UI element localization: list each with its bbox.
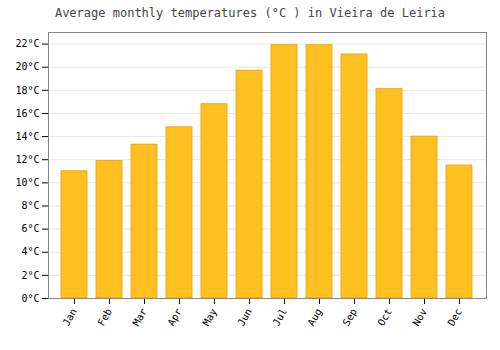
svg-text:Oct: Oct: [375, 307, 394, 328]
svg-text:Apr: Apr: [165, 307, 184, 328]
svg-text:20°C: 20°C: [15, 61, 39, 72]
svg-text:10°C: 10°C: [15, 177, 39, 188]
svg-text:16°C: 16°C: [15, 108, 39, 119]
svg-text:Sep: Sep: [340, 307, 359, 328]
svg-text:14°C: 14°C: [15, 131, 39, 142]
svg-text:4°C: 4°C: [21, 246, 39, 257]
svg-text:Nov: Nov: [410, 307, 429, 328]
svg-text:18°C: 18°C: [15, 85, 39, 96]
svg-text:Feb: Feb: [95, 307, 114, 328]
svg-text:Jan: Jan: [60, 307, 79, 328]
svg-text:22°C: 22°C: [15, 38, 39, 49]
svg-text:12°C: 12°C: [15, 154, 39, 165]
svg-text:Dec: Dec: [445, 307, 464, 328]
svg-text:2°C: 2°C: [21, 270, 39, 281]
svg-text:Jun: Jun: [235, 307, 254, 328]
svg-text:Mar: Mar: [130, 307, 149, 328]
svg-text:Jul: Jul: [270, 307, 289, 328]
html-text:Average monthly temperatures (: Average monthly temperatures (°C ) in Vi…: [54, 6, 446, 20]
svg-text:6°C: 6°C: [21, 223, 39, 234]
svg-text:May: May: [200, 307, 219, 328]
svg-text:0°C: 0°C: [21, 293, 39, 304]
svg-text:Aug: Aug: [305, 307, 324, 328]
svg-text:8°C: 8°C: [21, 200, 39, 211]
